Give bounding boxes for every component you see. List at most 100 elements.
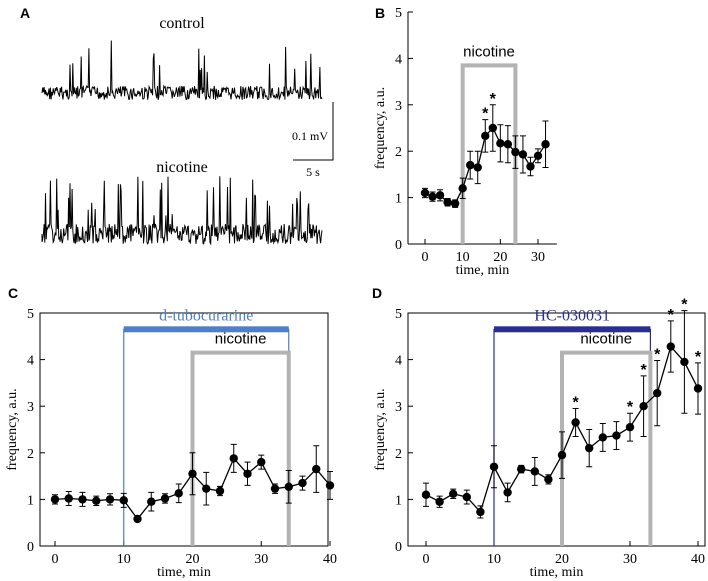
- data-point-b-12: [466, 160, 475, 170]
- data-point-d-10: [489, 462, 499, 471]
- data-point-c-4: [78, 495, 87, 504]
- x-tick-label-c-40: 40: [323, 552, 337, 567]
- panel-letter-c: C: [8, 285, 18, 301]
- data-point-d-18: [544, 475, 553, 484]
- y-tick-label-c-2: 2: [27, 447, 34, 462]
- x-tick-label-c-10: 10: [117, 552, 131, 567]
- data-point-c-2: [64, 494, 73, 503]
- data-point-d-8: [476, 507, 485, 517]
- data-point-b-20: [496, 139, 505, 148]
- x-tick-label-b-10: 10: [456, 250, 470, 265]
- data-point-b-32: [541, 140, 550, 149]
- annotation-bracket-d-nicotine: [560, 350, 653, 546]
- scale-bar: [293, 102, 334, 161]
- significance-star-d-32: *: [640, 362, 647, 379]
- significance-star-d-30: *: [627, 399, 634, 416]
- significance-star-b-18: *: [490, 91, 497, 108]
- data-point-c-16: [160, 494, 170, 503]
- x-tick-label-b-20: 20: [493, 250, 507, 265]
- data-point-d-24: [585, 443, 594, 453]
- x-tick-label-d-30: 30: [623, 552, 637, 567]
- data-point-b-16: [481, 131, 490, 141]
- y-tick-label-d-4: 4: [395, 354, 402, 369]
- significance-star-d-38: *: [681, 297, 688, 314]
- x-tick-label-d-40: 40: [691, 552, 705, 567]
- data-point-c-34: [284, 482, 293, 492]
- data-point-c-14: [147, 497, 156, 506]
- significance-star-d-22: *: [572, 395, 579, 412]
- data-point-d-14: [517, 464, 526, 474]
- x-tick-label-b-0: 0: [422, 250, 429, 265]
- y-tick-label-b-5: 5: [395, 6, 402, 21]
- y-tick-label-d-1: 1: [395, 493, 402, 508]
- x-tick-label-d-0: 0: [423, 552, 430, 567]
- axes-frame-d: [407, 312, 706, 547]
- data-point-d-28: [612, 431, 621, 440]
- data-point-c-28: [243, 469, 252, 478]
- data-point-c-36: [298, 478, 307, 488]
- y-tick-label-d-2: 2: [395, 447, 402, 462]
- y-tick-label-b-3: 3: [395, 99, 402, 114]
- scale-label-time: 5 s: [306, 165, 320, 179]
- data-point-b-6: [443, 198, 452, 207]
- y-tick-label-b-4: 4: [395, 52, 402, 67]
- data-point-b-10: [458, 184, 467, 193]
- data-point-d-2: [435, 497, 444, 506]
- annotation-bar-d-hc-030031: [494, 326, 651, 333]
- trace-nicotine: [41, 176, 323, 246]
- data-point-c-30: [257, 457, 266, 467]
- annotation-bracket-c-nicotine: [190, 350, 291, 546]
- data-point-d-40: [693, 384, 703, 393]
- data-point-c-20: [188, 469, 197, 478]
- data-point-d-26: [598, 433, 607, 442]
- data-point-d-16: [530, 467, 539, 476]
- data-point-b-4: [435, 191, 445, 200]
- y-tick-label-d-3: 3: [395, 400, 402, 415]
- data-point-d-22: [571, 418, 580, 427]
- y-tick-label-b-0: 0: [395, 238, 402, 253]
- chart-b: 0 1 2 3 4 5 0 10 20 30 time, min frequency, a.u. nic…: [373, 6, 557, 278]
- data-point-c-18: [174, 489, 183, 498]
- data-point-b-14: [473, 163, 482, 172]
- data-point-d-32: [639, 402, 648, 411]
- data-point-c-22: [202, 484, 211, 493]
- data-point-d-34: [653, 388, 662, 398]
- y-tick-label-d-5: 5: [395, 307, 402, 322]
- panel-letter-a: A: [20, 5, 30, 21]
- y-tick-label-b-2: 2: [395, 145, 402, 160]
- significance-star-d-40: *: [695, 349, 702, 366]
- y-axis-label-d: frequency, a.u.: [373, 388, 388, 470]
- data-point-c-12: [133, 514, 142, 524]
- data-point-d-20: [557, 450, 567, 460]
- y-axis-label-c: frequency, a.u.: [5, 388, 20, 470]
- y-tick-label-c-4: 4: [27, 354, 34, 369]
- y-axis-label-b: frequency, a.u.: [373, 87, 388, 169]
- x-axis-label-b: time, min: [456, 263, 510, 278]
- data-point-d-36: [666, 342, 675, 351]
- data-point-c-8: [105, 495, 115, 504]
- data-point-d-12: [503, 488, 512, 497]
- significance-star-d-36: *: [668, 307, 675, 324]
- panel-letter-b: B: [375, 5, 385, 21]
- trace-label-nicotine: nicotine: [156, 159, 208, 176]
- annotation-bracket-c-d-tubocurarine: [123, 328, 290, 546]
- annotation-label-d-nicotine: nicotine: [580, 331, 632, 348]
- trace-control: [41, 40, 323, 101]
- data-point-d-38: [680, 357, 689, 367]
- trace-label-control: control: [159, 15, 205, 32]
- data-point-c-24: [215, 486, 225, 496]
- x-axis-label-c: time, min: [157, 565, 211, 580]
- panel-a-traces: control nicotine 0.1 mV 5 s: [41, 15, 334, 246]
- x-axis-label-d: time, min: [530, 565, 584, 580]
- y-tick-label-c-5: 5: [27, 307, 34, 322]
- data-point-b-24: [511, 147, 520, 157]
- annotation-label-c-nicotine: nicotine: [215, 331, 267, 348]
- annotation-label-d-hc-030031: HC-030031: [534, 307, 610, 324]
- panel-letter-d: D: [372, 285, 382, 301]
- y-tick-label-c-3: 3: [27, 400, 34, 415]
- data-point-c-40: [325, 481, 335, 490]
- chart-d: 0 1 2 3 4 5 0 10 20 30 40 time, min frequency, a.u. H…: [373, 297, 706, 580]
- data-point-b-0: [420, 188, 430, 198]
- data-point-d-30: [625, 422, 635, 432]
